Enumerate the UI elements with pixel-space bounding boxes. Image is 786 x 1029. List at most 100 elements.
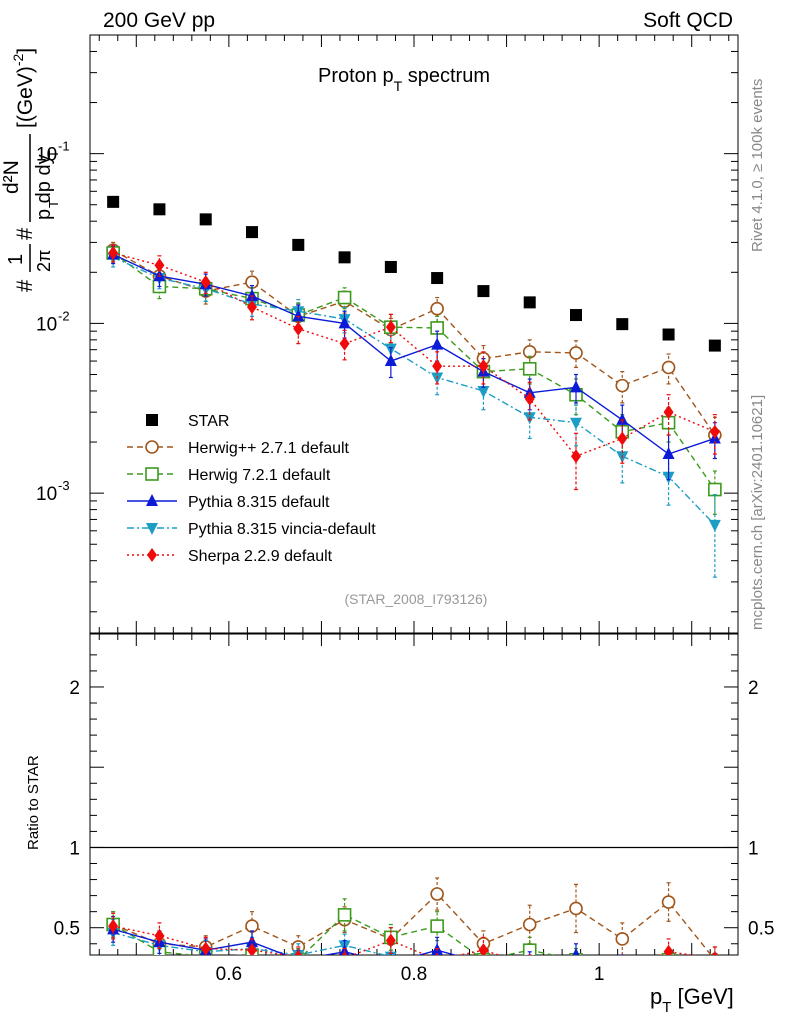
y-label-unit-main: [(GeV) [14,66,37,128]
main-point-pythia [431,337,444,350]
main-point-sherpa [154,258,165,273]
main-point-sherpa [524,391,535,406]
ratio-point-vincia [431,961,443,973]
ratio-point-vincia [477,961,489,973]
ratio-y-tick-label: 0.5 [54,919,80,940]
ratio-point-pythia [529,954,531,955]
legend-marker [147,548,157,562]
main-point-pythia [616,412,629,425]
main-line-herwig7 [112,252,716,490]
ratio-sherpa [108,912,718,981]
ratio-point-sherpa [341,951,348,955]
ratio-point-herwig7 [337,908,352,922]
main-point-star [570,309,582,322]
main-point-star [662,328,675,341]
main-point-vincia [477,385,490,398]
y-tick-label: 10 [36,484,57,505]
main-point-vincia [708,519,721,532]
ratio-y-tick-label-right: 1 [748,838,759,859]
main-point-sherpa [293,321,304,336]
main-point-star [477,285,490,298]
legend-label: STAR [188,413,229,430]
main-point-sherpa [663,405,674,420]
main-star [107,195,721,352]
chart-title-sub: T [394,78,403,94]
legend-entry-sherpa: Sherpa 2.2.9 default [127,548,333,565]
main-plot-frame [89,34,739,634]
main-point-herwigpp [615,378,630,393]
ratio-point-herwigpp [245,919,259,933]
legend-marker [145,440,159,454]
legend: STAR Herwig++ 2.7.1 default Herwig 7.2.1 d… [127,413,376,565]
header-right: Soft QCD [643,9,733,32]
legend-entry-pythia: Pythia 8.315 default [127,494,330,511]
main-point-star [153,203,166,216]
main-line-sherpa [112,252,716,458]
ratio-point-herwig7 [661,953,676,955]
ratio-point-herwigpp [569,901,583,916]
ratio-point-herwig7 [291,953,306,955]
main-point-star [431,272,444,285]
x-label-tail: [GeV] [671,984,733,1009]
main-point-sherpa [617,431,628,446]
main-point-herwig7 [708,482,722,497]
legend-entry-herwig7: Herwig 7.2.1 default [127,467,331,484]
side-label-rivet: Rivet 4.1.0, ≥ 100k events [749,79,766,252]
ratio-point-herwigpp [661,895,676,909]
y-label-frac1-num: 1 [5,254,27,265]
legend-entry-vincia: Pythia 8.315 vincia-default [127,521,376,538]
main-point-sherpa [571,449,581,464]
ratio-point-herwigpp [522,917,537,932]
main-point-sherpa [709,424,720,439]
main-point-star [523,296,536,309]
ratio-point-sherpa [247,943,257,955]
main-point-herwigpp [430,301,444,316]
main-line-herwigpp [112,249,716,436]
main-point-sherpa [108,245,119,260]
y-label-unit-close: ] [14,48,37,54]
x-axis-label: pT [GeV] [650,984,734,1016]
axes-layer: 0.6 0.8 110-110-210 -30.5 0.51 12 2 [36,34,774,985]
legend-marker [146,494,158,506]
main-point-sherpa [339,336,350,351]
legend-marker [145,467,159,481]
main-point-sherpa [432,359,443,374]
x-tick-label: 0.6 [216,964,242,985]
main-point-star [246,226,258,239]
ratio-point-herwig7 [522,943,537,955]
ratio-point-pythia [477,956,489,968]
main-point-pythia [662,447,675,460]
ratio-line-pythia [112,928,580,955]
ratio-point-sherpa [200,941,211,955]
y-tick-label-exp: -1 [58,139,70,154]
y-label-unit: [(GeV)-2] [10,48,37,128]
main-point-pythia [246,289,258,302]
ratio-series-layer [106,877,721,988]
y-tick-label-exp: -3 [58,478,70,493]
main-point-sherpa [200,275,211,290]
ratio-point-sherpa [478,943,489,955]
legend-marker [146,523,158,535]
y-tick-label-exp: -2 [58,308,70,323]
main-sherpa [108,244,720,491]
main-line-vincia [112,256,716,526]
y-tick-label: 10 [36,314,57,335]
main-point-herwig7 [522,362,537,376]
ratio-y-tick-label-right: 0.5 [748,919,774,940]
y-label-frac2-den: p dp dy [33,154,55,220]
main-point-star [616,318,629,331]
x-tick-label: 0.8 [401,964,427,985]
ratio-plot-frame [89,633,739,956]
main-point-herwig7 [337,290,352,305]
y-label-frac2-num: d²N [0,160,23,194]
main-point-sherpa [385,320,396,335]
ratio-point-sherpa [617,967,627,981]
ratio-point-sherpa [435,952,439,955]
ratio-point-vincia [616,976,628,988]
ratio-point-pythia [709,956,721,968]
ratio-point-herwigpp [430,887,444,901]
y-label-frac1-den: 2π [34,250,54,272]
legend-label: Herwig++ 2.7.1 default [188,440,350,457]
